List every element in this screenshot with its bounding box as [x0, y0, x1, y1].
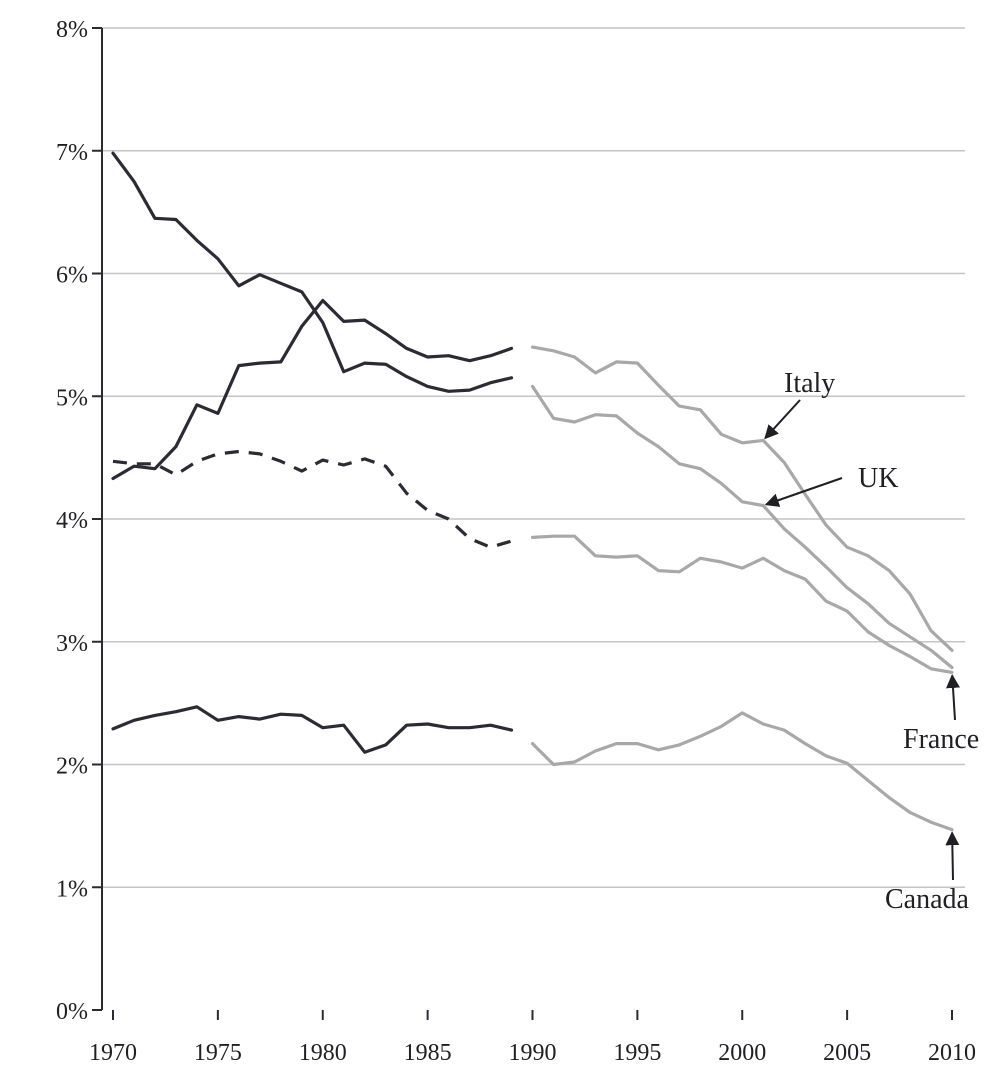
series-line-1-early: [111, 151, 514, 393]
x-tick-label: 1985: [404, 1040, 452, 1066]
annotations: Italy UK France Canada: [764, 368, 979, 915]
y-tick-label: 3%: [56, 631, 88, 657]
annotation-label-canada: Canada: [885, 884, 970, 915]
grid-lines: [92, 27, 965, 1011]
y-tick-labels: 0% 1% 2% 3% 4% 5% 6% 7% 8%: [56, 17, 88, 1025]
y-tick-label: 6%: [56, 263, 88, 289]
annotation-uk: UK: [764, 463, 898, 507]
annotation-label-uk: UK: [858, 463, 898, 494]
y-tick-label: 2%: [56, 754, 88, 780]
series-line-4-early: [111, 705, 514, 754]
x-tick-label: 2010: [928, 1040, 976, 1066]
y-tick-label: 5%: [56, 385, 88, 411]
annotation-france: France: [903, 674, 979, 755]
series-line-2-early: [111, 298, 514, 481]
x-tick-label: 1980: [299, 1040, 347, 1066]
series-line-1-late: [530, 345, 954, 652]
x-tick-label: 1975: [194, 1040, 242, 1066]
annotation-canada: Canada: [885, 831, 970, 915]
annotation-arrow-france: [946, 674, 960, 721]
annotation-italy: Italy: [764, 368, 835, 440]
series-line-2-late: [530, 384, 954, 670]
y-tick-label: 0%: [56, 999, 88, 1025]
series-lines: [111, 151, 954, 832]
y-tick-label: 4%: [56, 508, 88, 534]
annotation-arrow-italy: [764, 399, 801, 440]
annotation-arrow-uk: [764, 477, 843, 507]
series-line-3-late: [530, 534, 954, 675]
annotation-arrow-canada: [945, 831, 960, 881]
y-tick-label: 7%: [56, 140, 88, 166]
annotation-label-italy: Italy: [784, 368, 835, 399]
x-tick-label: 2005: [823, 1040, 871, 1066]
y-tick-label: 8%: [56, 17, 88, 43]
annotation-label-france: France: [903, 724, 979, 755]
x-tick-label: 1970: [89, 1040, 137, 1066]
x-tick-label: 1990: [509, 1040, 557, 1066]
x-tick-labels: 1970 1975 1980 1985 1990 1995 2000 2005 2010: [89, 1010, 976, 1066]
series-line-4-late: [530, 711, 954, 832]
series-line-3-early: [112, 449, 512, 549]
y-tick-label: 1%: [56, 876, 88, 902]
x-tick-label: 1995: [613, 1040, 661, 1066]
x-tick-label: 2000: [718, 1040, 766, 1066]
